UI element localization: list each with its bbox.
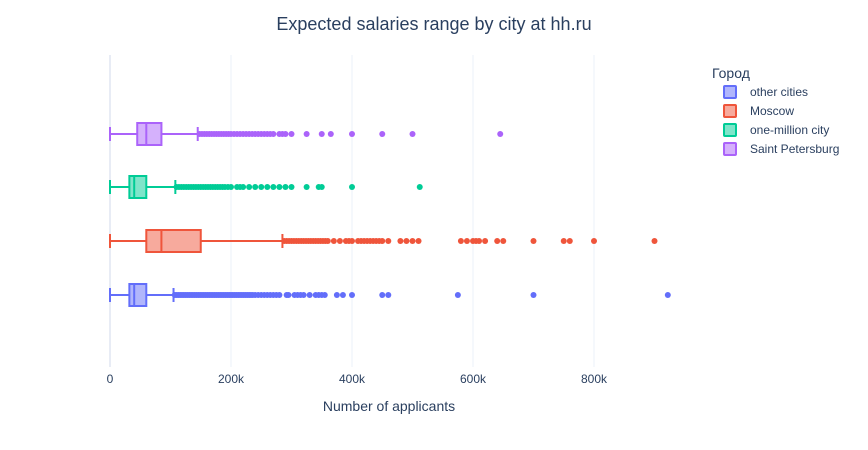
outlier-point (397, 238, 404, 244)
legend-item[interactable]: Saint Petersburg (723, 142, 839, 156)
outlier-point (303, 184, 310, 190)
iqr-box (136, 122, 163, 146)
outlier-point (303, 131, 310, 137)
outlier-point (349, 131, 355, 137)
outlier-point (591, 238, 597, 244)
outlier-point (246, 184, 253, 190)
legend-swatch (723, 85, 737, 99)
outlier-point (240, 184, 247, 190)
outlier-point (482, 238, 489, 244)
outlier-point (336, 238, 343, 244)
outlier-point (349, 292, 355, 298)
outlier-point (282, 184, 289, 190)
outlier-point (651, 238, 658, 244)
outlier-point (409, 131, 416, 137)
box-trace (109, 175, 423, 199)
outlier-point (339, 292, 346, 298)
x-axis-title: Number of applicants (323, 398, 455, 414)
box-trace (109, 229, 658, 253)
outlier-point (379, 238, 386, 244)
outlier-point (463, 238, 470, 244)
x-tick-labels: 0 200k 400k 600k 800k (107, 372, 608, 386)
outlier-point (566, 238, 573, 244)
outlier-point (530, 238, 537, 244)
outlier-point (288, 184, 295, 190)
outlier-point (385, 238, 392, 244)
legend-title: Город (712, 65, 750, 81)
outlier-point (385, 292, 392, 298)
outlier-point (324, 238, 331, 244)
outlier-point (403, 238, 410, 244)
outlier-point (379, 292, 386, 298)
outlier-point (333, 292, 340, 298)
outlier-point (258, 184, 265, 190)
outlier-point (349, 238, 355, 244)
outlier-point (379, 131, 386, 137)
legend-label: Moscow (750, 104, 794, 118)
outlier-point (415, 238, 422, 244)
outlier-point (276, 184, 283, 190)
outlier-point (327, 131, 334, 137)
legend-swatch (723, 142, 737, 156)
x-tick-label: 0 (107, 372, 114, 386)
outlier-point (321, 292, 328, 298)
box-trace (109, 122, 504, 146)
outlier-point (270, 184, 277, 190)
outlier-point (276, 292, 283, 298)
legend-item[interactable]: Moscow (723, 104, 794, 118)
outlier-point (530, 292, 537, 298)
gridlines (109, 55, 595, 367)
outlier-point (300, 292, 307, 298)
outlier-point (349, 184, 355, 190)
outlier-point (664, 292, 671, 298)
legend-label: other cities (750, 85, 808, 99)
outlier-point (476, 238, 483, 244)
outlier-point (288, 131, 295, 137)
outlier-point (416, 184, 423, 190)
box-trace (109, 283, 671, 307)
chart-title: Expected salaries range by city at hh.ru (276, 14, 591, 34)
outlier-point (560, 238, 567, 244)
outlier-point (330, 238, 337, 244)
legend-swatch (723, 104, 737, 118)
outlier-point (318, 131, 325, 137)
x-tick-label: 800k (581, 372, 608, 386)
outlier-point (409, 238, 416, 244)
outlier-point (494, 238, 501, 244)
outlier-point (270, 131, 277, 137)
outlier-point (228, 184, 234, 190)
x-tick-label: 600k (460, 372, 487, 386)
x-tick-label: 400k (339, 372, 366, 386)
outlier-point (500, 238, 507, 244)
outlier-point (318, 184, 325, 190)
legend-item[interactable]: one-million city (723, 123, 829, 137)
iqr-box (128, 175, 148, 199)
iqr-box (128, 283, 148, 307)
box-series (109, 122, 671, 307)
outlier-point (252, 184, 259, 190)
outlier-point (457, 238, 464, 244)
outlier-point (264, 184, 271, 190)
iqr-box (145, 229, 202, 253)
legend-swatch (723, 123, 737, 137)
x-tick-label: 200k (218, 372, 245, 386)
legend-item[interactable]: other cities (723, 85, 808, 99)
outlier-point (282, 131, 289, 137)
legend: other cities Moscow one-million city Saint … (723, 85, 839, 156)
outlier-point (285, 292, 292, 298)
legend-label: Saint Petersburg (750, 142, 839, 156)
outlier-point (454, 292, 461, 298)
outlier-point (306, 292, 313, 298)
legend-label: one-million city (750, 123, 829, 137)
outlier-point (497, 131, 504, 137)
